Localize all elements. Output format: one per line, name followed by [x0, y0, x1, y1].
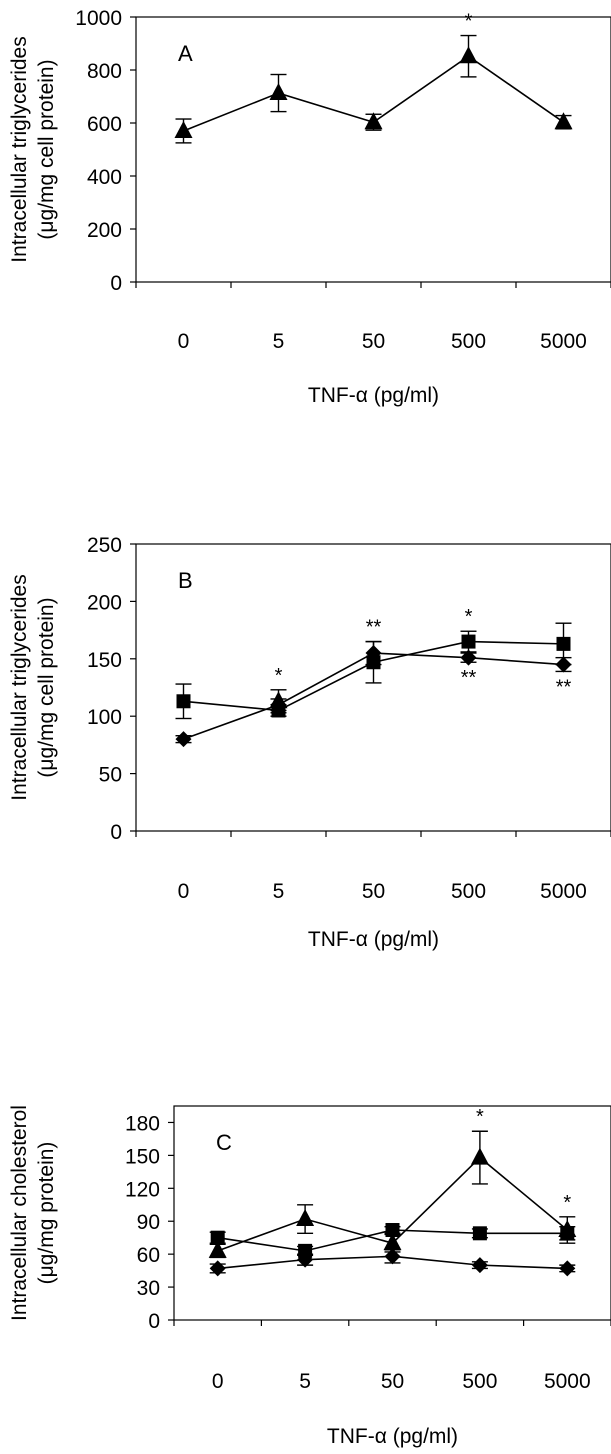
data-point-diamond [555, 656, 572, 673]
x-tick-label: 5000 [540, 880, 587, 903]
x-tick-label: 0 [178, 330, 190, 353]
data-point-diamond [460, 649, 477, 666]
plot-area-frame [135, 16, 611, 283]
y-tick-label: 120 [125, 1178, 160, 1201]
y-tick-label: 250 [87, 534, 122, 557]
data-point-diamond [365, 645, 382, 662]
y-tick-label: 200 [87, 591, 122, 614]
x-axis-label: TNF-α (pg/ml) [308, 384, 439, 407]
data-point-diamond [384, 1248, 401, 1265]
x-tick-label: 50 [362, 330, 385, 353]
x-tick-label: 5 [299, 1370, 311, 1393]
x-tick-label: 500 [451, 330, 486, 353]
y-tick-label: 180 [125, 1112, 160, 1135]
data-point-triangle [554, 112, 573, 130]
data-point-triangle [296, 1209, 315, 1227]
y-tick-label: 60 [137, 1244, 160, 1267]
significance-marker: * [465, 606, 473, 628]
data-point-diamond [175, 731, 192, 748]
panel-label: A [178, 41, 193, 66]
significance-marker: * [476, 1106, 484, 1128]
data-point-square [556, 636, 571, 651]
y-tick-label: 30 [137, 1277, 160, 1300]
data-point-diamond [471, 1257, 488, 1274]
x-tick-label: 500 [451, 880, 486, 903]
x-tick-label: 5 [273, 330, 285, 353]
data-point-diamond [559, 1260, 576, 1277]
y-axis-label-line2: (μg/mg cell protein) [35, 597, 58, 777]
data-point-triangle [364, 112, 383, 130]
x-axis-label: TNF-α (pg/ml) [327, 1425, 458, 1448]
y-axis-label-line2: (μg/mg protein) [35, 1142, 58, 1285]
y-tick-label: 50 [99, 764, 122, 787]
y-tick-label: 0 [110, 821, 122, 844]
data-point-square [472, 1226, 487, 1241]
plot-area-frame [173, 1105, 611, 1321]
x-tick-label: 5 [273, 880, 285, 903]
y-tick-label: 0 [148, 1310, 160, 1333]
data-point-triangle [269, 83, 288, 101]
data-point-diamond [270, 696, 287, 713]
significance-marker: ** [556, 676, 572, 698]
y-tick-label: 600 [87, 113, 122, 136]
y-axis-label-line1: Intracellular triglycerides [8, 574, 31, 800]
x-tick-label: 0 [178, 880, 190, 903]
significance-marker: * [275, 665, 283, 687]
x-tick-label: 50 [362, 880, 385, 903]
y-axis-label-line1: Intracellular cholesterol [8, 1105, 31, 1321]
plot-area-frame [135, 543, 611, 832]
y-tick-label: 150 [125, 1145, 160, 1168]
data-point-square [560, 1226, 575, 1241]
significance-marker: ** [366, 617, 382, 639]
y-tick-label: 200 [87, 219, 122, 242]
data-point-square [385, 1223, 400, 1238]
y-tick-label: 100 [87, 706, 122, 729]
y-tick-label: 800 [87, 60, 122, 83]
x-tick-label: 5000 [540, 330, 587, 353]
data-point-square [176, 694, 191, 709]
x-tick-label: 0 [212, 1370, 224, 1393]
y-tick-label: 400 [87, 166, 122, 189]
y-tick-label: 1000 [75, 7, 122, 30]
data-point-diamond [297, 1251, 314, 1268]
x-axis-label: TNF-α (pg/ml) [308, 928, 439, 951]
panel-label: B [178, 568, 193, 593]
x-tick-label: 500 [462, 1370, 497, 1393]
data-point-triangle [383, 1233, 402, 1251]
data-point-triangle [208, 1240, 227, 1258]
significance-marker: ** [461, 667, 477, 689]
x-tick-label: 5000 [544, 1370, 591, 1393]
data-point-triangle [470, 1147, 489, 1165]
y-axis-label-line2: (μg/mg cell protein) [35, 59, 58, 239]
data-point-square [461, 634, 476, 649]
y-tick-label: 90 [137, 1211, 160, 1234]
panel-label: C [216, 1130, 232, 1155]
significance-marker: * [563, 1192, 571, 1214]
data-point-square [210, 1230, 225, 1245]
x-tick-label: 50 [381, 1370, 404, 1393]
data-point-triangle [174, 120, 193, 138]
data-point-triangle [459, 46, 478, 64]
data-point-diamond [209, 1260, 226, 1277]
y-tick-label: 150 [87, 649, 122, 672]
y-tick-label: 0 [110, 272, 122, 295]
y-axis-label-line1: Intracellular triglycerides [8, 36, 31, 262]
significance-marker: * [465, 11, 473, 33]
